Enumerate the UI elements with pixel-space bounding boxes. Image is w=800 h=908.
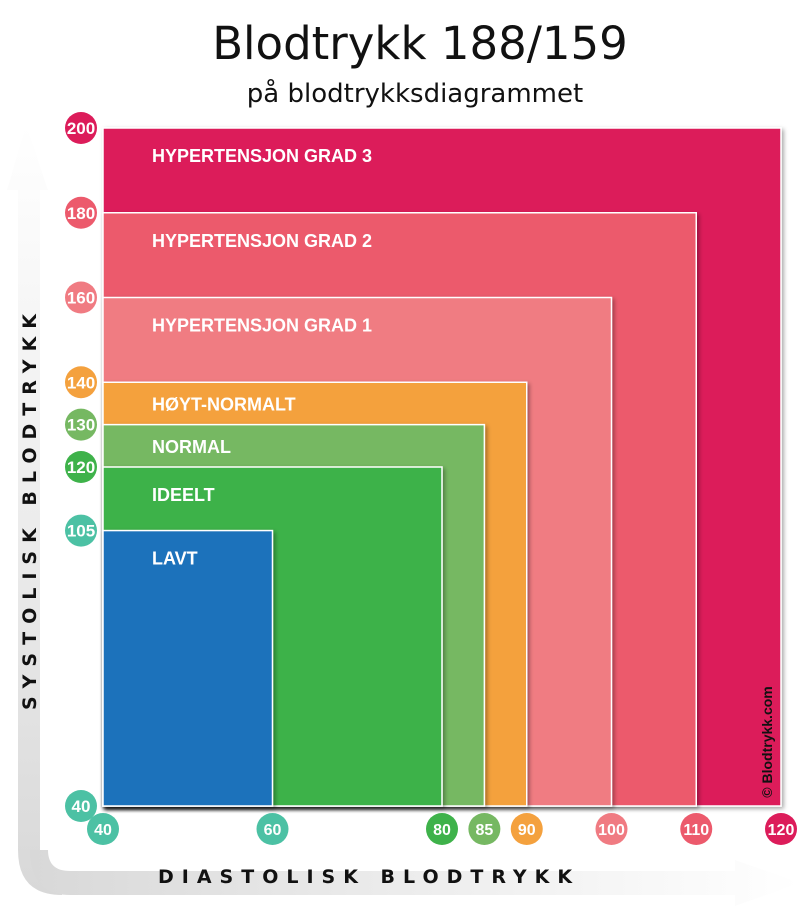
x-tick-bubble xyxy=(468,813,501,845)
x-ticks: 40 60 80 85 90 100 110 120 xyxy=(87,813,797,845)
zone-label-hypertensjon-grad-2: HYPERTENSJON GRAD 2 xyxy=(152,231,372,251)
y-tick-120: 120 xyxy=(65,451,97,483)
x-tick-60: 60 xyxy=(256,813,289,845)
x-tick-label: 110 xyxy=(683,822,709,839)
y-tick-bubble xyxy=(65,366,97,399)
x-tick-label: 90 xyxy=(518,822,536,839)
y-tick-140: 140 xyxy=(65,366,97,399)
x-tick-85: 85 xyxy=(468,813,501,845)
y-tick-bubble xyxy=(65,514,97,547)
x-tick-bubble xyxy=(510,813,543,845)
y-tick-130: 130 xyxy=(65,408,97,441)
zone-label-ideelt: IDEELT xyxy=(152,485,215,505)
x-axis-label: DIASTOLISK BLODTRYKK xyxy=(158,866,581,888)
x-axis-arrow xyxy=(30,850,800,906)
x-tick-label: 60 xyxy=(264,822,282,839)
y-tick-40: 40 xyxy=(65,790,97,822)
y-tick-105: 105 xyxy=(65,514,97,547)
y-ticks: 200 180 160 140 130 120 105 40 xyxy=(65,112,97,822)
y-axis-label: SYSTOLISK BLODTRYKK xyxy=(19,305,41,711)
x-tick-bubble xyxy=(595,813,628,845)
zone-label-hypertensjon-grad-1: HYPERTENSJON GRAD 1 xyxy=(152,316,372,336)
y-tick-200: 200 xyxy=(65,112,97,144)
x-tick-bubble xyxy=(256,813,289,845)
y-tick-180: 180 xyxy=(65,196,97,229)
category-zones: HYPERTENSJON GRAD 3 HYPERTENSJON GRAD 2 HY… xyxy=(102,127,782,807)
x-tick-bubble xyxy=(680,813,713,845)
y-tick-label: 140 xyxy=(67,373,95,392)
x-tick-label: 80 xyxy=(433,822,451,839)
y-tick-bubble xyxy=(65,112,97,144)
x-tick-110: 110 xyxy=(680,813,713,845)
y-tick-bubble xyxy=(65,281,97,314)
y-tick-label: 120 xyxy=(67,458,95,477)
x-tick-80: 80 xyxy=(426,813,458,845)
x-tick-label: 40 xyxy=(94,822,112,839)
y-tick-label: 105 xyxy=(67,522,95,541)
copyright-credit: © Blodtrykk.com xyxy=(759,686,775,798)
x-tick-90: 90 xyxy=(510,813,543,845)
y-tick-bubble xyxy=(65,408,97,441)
zone-label-lavt: LAVT xyxy=(152,549,198,569)
chart-title: Blodtrykk 188/159 xyxy=(212,17,628,70)
y-tick-label: 40 xyxy=(72,797,91,816)
y-axis-arrow xyxy=(7,125,62,895)
x-tick-label: 120 xyxy=(768,822,795,839)
y-tick-label: 130 xyxy=(67,416,95,435)
x-tick-label: 100 xyxy=(598,822,625,839)
y-tick-bubble xyxy=(65,196,97,229)
axis-arrows xyxy=(7,125,800,906)
x-tick-label: 85 xyxy=(475,822,493,839)
x-tick-bubble xyxy=(426,813,458,845)
y-tick-label: 160 xyxy=(67,289,95,308)
y-tick-label: 180 xyxy=(67,204,95,223)
y-tick-bubble xyxy=(65,790,97,822)
x-tick-40: 40 xyxy=(87,813,119,845)
y-tick-160: 160 xyxy=(65,281,97,314)
zone-label-hypertensjon-grad-3: HYPERTENSJON GRAD 3 xyxy=(152,146,372,166)
zone-label-normal: NORMAL xyxy=(152,437,231,457)
x-tick-bubble xyxy=(765,813,797,845)
y-tick-label: 200 xyxy=(67,119,95,138)
x-tick-120: 120 xyxy=(765,813,797,845)
zone-lavt xyxy=(102,529,274,807)
zone-label-hoyt-normalt: HØYT-NORMALT xyxy=(152,394,296,414)
chart-subtitle: på blodtrykksdiagrammet xyxy=(246,79,584,109)
x-tick-bubble xyxy=(87,813,119,845)
x-tick-100: 100 xyxy=(595,813,628,845)
y-tick-bubble xyxy=(65,451,97,483)
